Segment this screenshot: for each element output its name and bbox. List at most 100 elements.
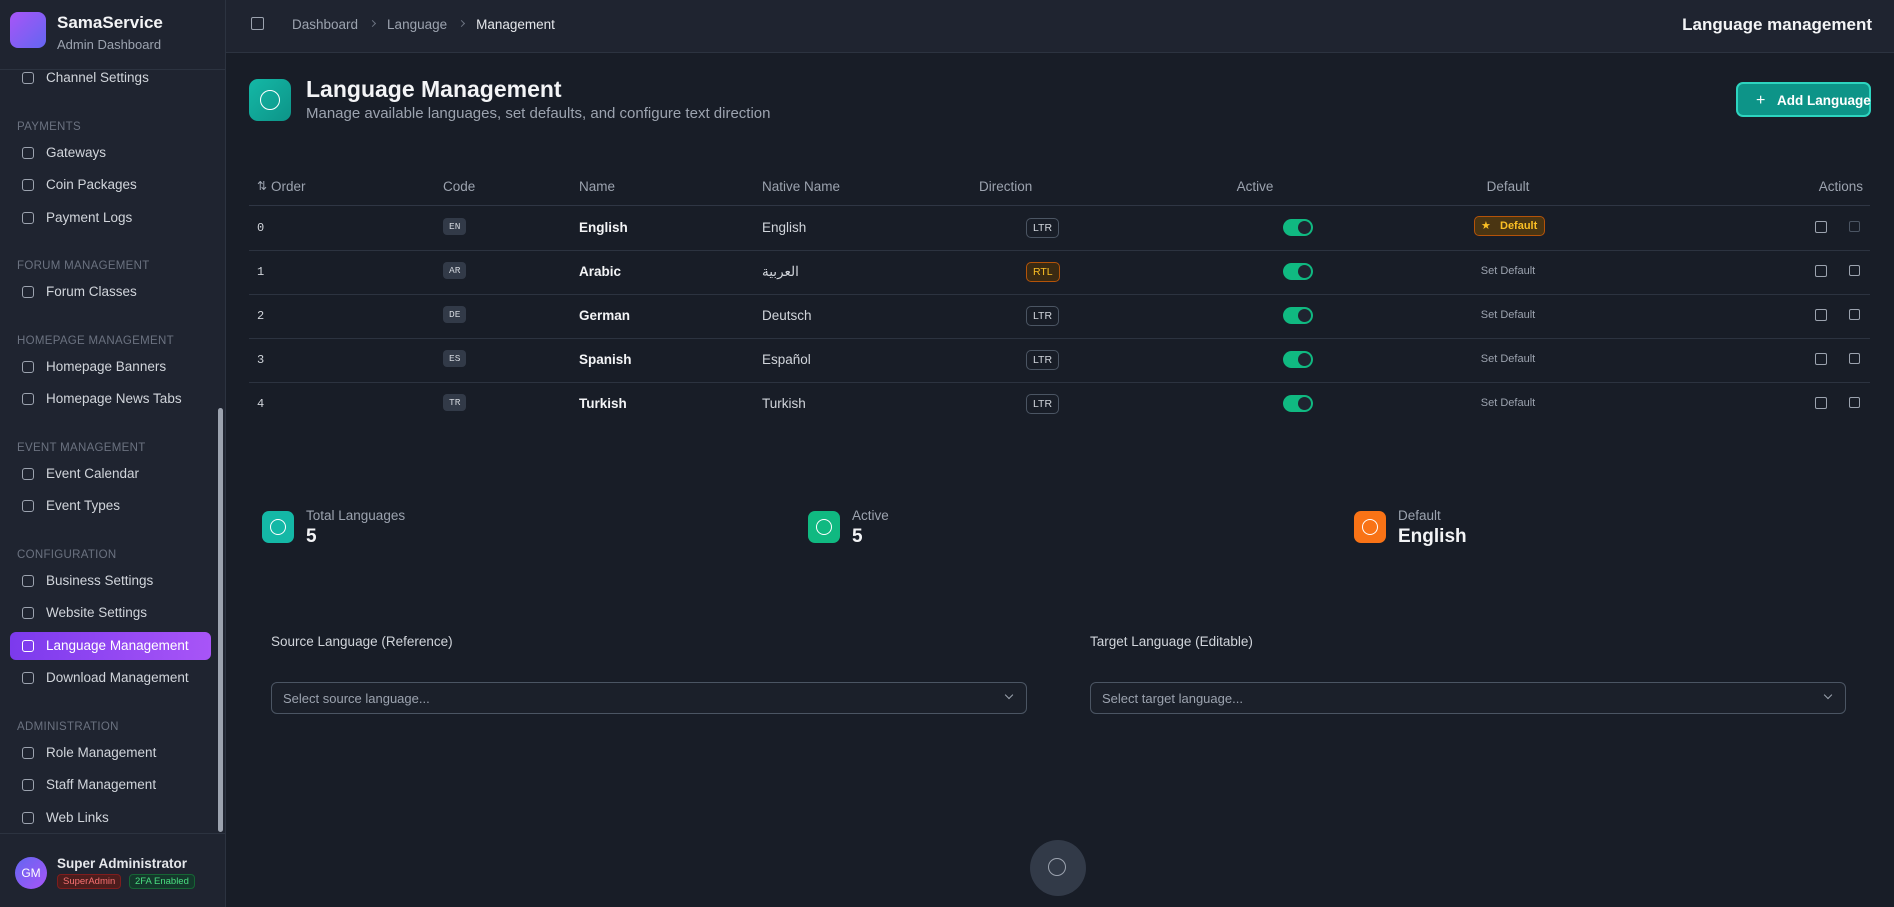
toggle[interactable] bbox=[1283, 351, 1313, 368]
header: Dashboard Language Management Language mana… bbox=[226, 0, 1894, 53]
code-badge: TR bbox=[443, 394, 467, 411]
nav-label: Website Settings bbox=[46, 605, 148, 620]
icon bbox=[1048, 858, 1066, 876]
direction-badge: LTR bbox=[1026, 218, 1060, 238]
icon[interactable] bbox=[251, 17, 264, 30]
icon[interactable] bbox=[1815, 309, 1827, 321]
toggle[interactable] bbox=[1283, 307, 1313, 324]
icon[interactable] bbox=[1849, 265, 1860, 276]
icon bbox=[270, 519, 286, 535]
nav-item[interactable]: Homepage Banners bbox=[10, 353, 211, 381]
nav-item[interactable]: Gateways bbox=[10, 139, 211, 167]
nav-item[interactable]: Download Management bbox=[10, 664, 211, 692]
icon bbox=[22, 746, 34, 759]
divider bbox=[0, 69, 226, 70]
nav-item[interactable]: Event Calendar bbox=[10, 460, 211, 488]
direction-badge: LTR bbox=[1026, 394, 1060, 414]
nav-item[interactable]: Forum Classes bbox=[10, 278, 211, 306]
direction-badge: LTR bbox=[1026, 350, 1060, 370]
icon[interactable] bbox=[1849, 397, 1860, 408]
divider bbox=[249, 382, 1870, 383]
breadcrumb-item[interactable]: Dashboard bbox=[292, 17, 359, 32]
stat-label: Active bbox=[852, 508, 889, 523]
icon[interactable] bbox=[1815, 397, 1827, 409]
sidebar: SamaService Admin Dashboard Channel Settin… bbox=[0, 0, 226, 907]
stat-label: Total Languages bbox=[306, 508, 406, 523]
icon bbox=[22, 574, 34, 587]
code-badge: EN bbox=[443, 218, 467, 235]
stat-card card: Active 5 bbox=[795, 470, 1324, 586]
select[interactable]: Select target language... bbox=[1090, 682, 1846, 714]
icon[interactable] bbox=[1815, 221, 1827, 233]
icon[interactable] bbox=[1849, 221, 1860, 232]
toggle[interactable] bbox=[1283, 395, 1313, 412]
toggle[interactable] bbox=[1283, 219, 1313, 236]
section-label: ADMINISTRATION bbox=[17, 720, 119, 733]
nav-item[interactable]: Coin Packages bbox=[10, 171, 211, 199]
icon bbox=[22, 779, 34, 791]
nav-item[interactable]: Event Types bbox=[10, 492, 211, 520]
brand-name: SamaService bbox=[57, 13, 163, 32]
breadcrumb-item: Management bbox=[476, 17, 555, 32]
set-default[interactable]: Set Default bbox=[1480, 397, 1536, 409]
nav-item[interactable]: Business Settings bbox=[10, 567, 211, 595]
nav-item[interactable]: Web Links bbox=[10, 804, 211, 832]
set-default[interactable]: Set Default bbox=[1480, 265, 1536, 277]
section-label: FORUM MANAGEMENT bbox=[17, 260, 150, 272]
nav-item[interactable]: Role Management bbox=[10, 739, 211, 767]
empty-card card bbox=[249, 759, 1870, 907]
badge: 2FA Enabled bbox=[129, 874, 195, 889]
nav-item[interactable]: Language Management bbox=[10, 631, 211, 660]
column-header: Default bbox=[1486, 179, 1530, 194]
add-button[interactable]: + Add Language bbox=[1736, 82, 1871, 117]
nav-label: Role Management bbox=[46, 744, 157, 760]
nav-item[interactable]: Website Settings bbox=[10, 599, 211, 627]
icon[interactable] bbox=[1815, 265, 1827, 277]
set-default[interactable]: Set Default bbox=[1480, 353, 1536, 365]
code-badge: AR bbox=[443, 262, 467, 279]
nav-label: Coin Packages bbox=[46, 177, 137, 192]
icon bbox=[22, 146, 34, 159]
brand-logo bbox=[10, 12, 46, 48]
nav-label: Staff Management bbox=[46, 777, 157, 792]
icon[interactable] bbox=[1849, 309, 1860, 320]
scrollbar bbox=[218, 408, 223, 832]
native-name: English bbox=[762, 220, 807, 235]
subheading: Manage available languages, set defaults… bbox=[306, 105, 771, 122]
button-label: Add Language bbox=[1777, 93, 1871, 108]
column-header: Code bbox=[443, 179, 476, 194]
icon[interactable] bbox=[1849, 353, 1860, 364]
chevron bbox=[1004, 690, 1014, 700]
select-placeholder: Select target language... bbox=[1102, 691, 1243, 706]
nav-item[interactable]: Channel Settings bbox=[10, 64, 211, 92]
nav-item[interactable]: Payment Logs bbox=[10, 204, 211, 232]
selector-card card: Source Language (Reference) Select source… bbox=[249, 610, 1051, 736]
select[interactable]: Select source language... bbox=[271, 682, 1027, 714]
name: English bbox=[579, 220, 628, 235]
breadcrumb-item[interactable]: Language bbox=[387, 17, 448, 32]
heading: Language Management bbox=[306, 76, 562, 102]
toggle-knob bbox=[1298, 309, 1311, 322]
section-label: CONFIGURATION bbox=[17, 548, 117, 561]
column-header: Direction bbox=[979, 179, 1033, 194]
set-default[interactable]: Set Default bbox=[1480, 309, 1536, 321]
icon[interactable] bbox=[1815, 353, 1827, 365]
avatar: GM bbox=[15, 857, 47, 889]
section-label: PAYMENTS bbox=[17, 120, 81, 133]
icon bbox=[22, 179, 34, 191]
sort-icon: ⇅ bbox=[257, 179, 268, 193]
nav-item[interactable]: Staff Management bbox=[10, 771, 211, 799]
order: 1 bbox=[257, 265, 265, 279]
column-header: Native Name bbox=[762, 179, 841, 194]
nav-item[interactable]: Homepage News Tabs bbox=[10, 385, 211, 413]
table-card card: Order Code Name Native Name Direction Active D… bbox=[249, 148, 1870, 448]
divider bbox=[249, 205, 1870, 206]
selector-label: Source Language (Reference) bbox=[271, 634, 453, 649]
native-name: Español bbox=[762, 352, 811, 367]
nav-label: Payment Logs bbox=[46, 209, 133, 225]
code-badge: ES bbox=[443, 350, 467, 367]
icon bbox=[22, 467, 34, 480]
toggle[interactable] bbox=[1283, 263, 1313, 280]
toggle-knob bbox=[1298, 265, 1311, 278]
